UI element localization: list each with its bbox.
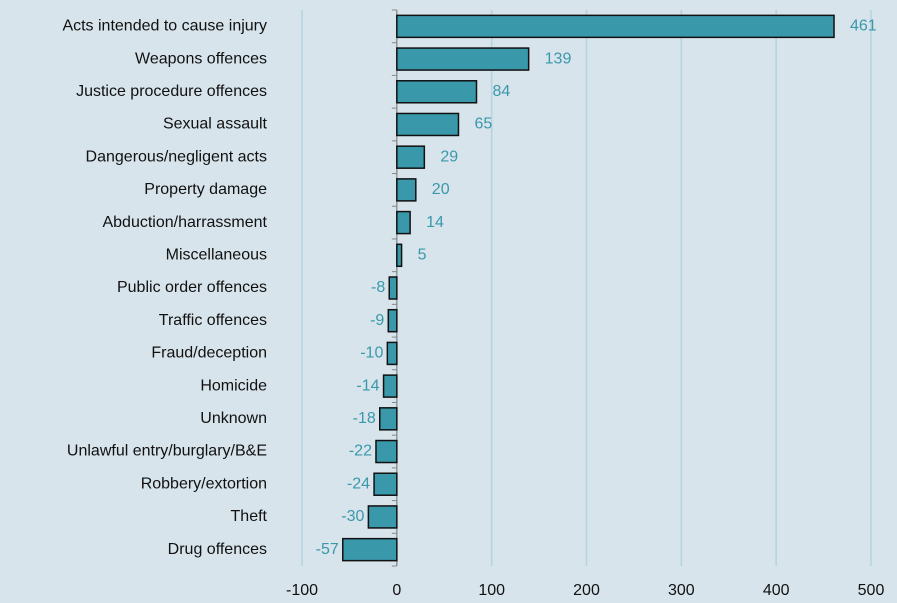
value-label: -10 [360,345,383,362]
value-label: -22 [349,443,372,460]
bar [396,178,417,202]
x-tick-label: 300 [668,582,695,599]
y-tick-label: Property damage [144,181,267,198]
x-tick-label: 0 [392,582,401,599]
y-tick-label: Abduction/harrassment [102,214,267,231]
value-label: -8 [371,279,385,296]
bar [396,210,411,235]
bar [342,537,398,562]
value-label: 461 [850,18,877,35]
bar [375,439,398,464]
y-tick-label: Dangerous/negligent acts [86,148,267,165]
y-tick-label: Theft [231,508,268,525]
y-tick-label: Miscellaneous [166,247,267,264]
x-tick-label: -100 [286,582,318,599]
value-label: 5 [418,247,427,264]
value-label: -30 [341,508,364,525]
y-tick-label: Fraud/deception [151,345,267,362]
bar [396,112,460,137]
x-tick-label: 500 [858,582,885,599]
value-label: 84 [492,83,510,100]
bar [382,374,398,398]
x-tick-label: 100 [478,582,505,599]
y-tick-label: Drug offences [168,541,267,558]
bar [396,243,403,268]
value-label: -9 [370,312,384,329]
bar [396,47,530,71]
y-tick-label: Robbery/extortion [141,475,267,492]
y-tick-label: Traffic offences [159,312,267,329]
y-tick-label: Weapons offences [135,50,267,67]
y-tick-label: Public order offences [117,279,267,296]
value-label: -57 [316,541,339,558]
y-tick-label: Acts intended to cause injury [62,18,267,35]
bar [396,80,478,104]
x-tick-label: 400 [763,582,790,599]
value-label: 139 [545,50,572,67]
bar [387,308,398,333]
y-tick-label: Homicide [200,377,267,394]
bar [386,341,398,366]
bar [367,505,398,529]
value-label: 65 [474,116,492,133]
value-label: -18 [353,410,376,427]
y-tick-label: Unlawful entry/burglary/B&E [67,443,267,460]
value-label: 29 [440,148,458,165]
value-label: -14 [356,377,379,394]
value-label: 20 [432,181,450,198]
x-tick-label: 200 [573,582,600,599]
bar [379,407,398,431]
value-label: 14 [426,214,444,231]
bar [396,14,835,39]
y-tick-label: Justice procedure offences [76,83,267,100]
bar [373,472,398,496]
y-tick-label: Unknown [200,410,267,427]
bar [396,145,426,169]
bar [388,276,398,300]
value-label: -24 [347,475,370,492]
y-tick-label: Sexual assault [163,116,268,133]
